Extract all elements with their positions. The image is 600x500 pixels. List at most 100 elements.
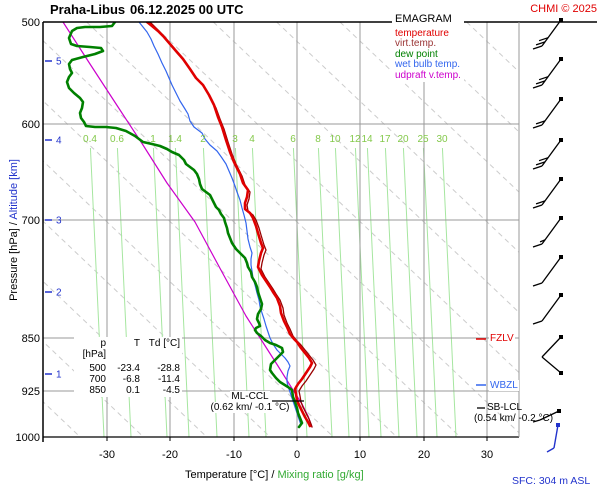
pressure-tick-label-500: 500 (22, 17, 40, 29)
dry-adiabat-line (402, 22, 519, 133)
legend-item-updraft: udpraft v.temp. (395, 69, 461, 81)
pressure-tick-label-925: 925 (22, 386, 40, 398)
mixing-ratio-line (292, 147, 308, 437)
dry-adiabat-line (43, 160, 334, 437)
x-axis-caption: Temperature [°C] / Mixing ratio [g/kg] (185, 469, 364, 481)
mixing-ratio-label-0.6: 0.6 (110, 134, 124, 145)
altitude-tick-label-5: 5 (56, 57, 62, 68)
cell-p-500: 500 (89, 363, 106, 374)
sounding-table-header: p [hPa] T Td [°C] (76, 338, 180, 360)
cell-t-700: -6.8 (122, 374, 140, 385)
copyright-notice: CHMI © 2025 (530, 3, 597, 15)
mixing-ratio-label-4: 4 (249, 134, 255, 145)
dry-adiabat-line (149, 22, 519, 374)
ml-ccl-detail: (0.62 km/ -0.1 °C) (209, 402, 291, 413)
dry-adiabat-line (43, 40, 461, 437)
mixing-ratio-line (202, 147, 218, 437)
y-caption-altitude: Altitude [km] (8, 159, 20, 220)
curve-dew-point (65, 22, 304, 429)
pressure-tick-label-1000: 1000 (16, 432, 40, 444)
altitude-tick-label-3: 3 (56, 216, 62, 227)
wind-barb (541, 335, 563, 375)
mixing-ratio-line (334, 147, 350, 437)
temp-tick-label-20: 20 (418, 449, 430, 461)
mixing-ratio-label-3: 3 (232, 134, 238, 145)
wind-barb (532, 177, 563, 209)
mixing-ratio-line (317, 147, 333, 437)
wind-barb (532, 293, 563, 325)
wind-barb (532, 97, 563, 129)
pressure-tick-label-850: 850 (22, 333, 40, 345)
mixing-ratio-line (422, 147, 438, 437)
mixing-ratio-label-30: 30 (436, 134, 448, 145)
mixing-ratio-label-12: 12 (349, 134, 361, 145)
mixing-ratio-label-14: 14 (361, 134, 373, 145)
wind-barb (532, 216, 563, 248)
mixing-ratio-label-0.4: 0.4 (83, 134, 97, 145)
altitude-tick-label-2: 2 (56, 288, 62, 299)
legend-item-wet-bulb: wet bulb temp. (395, 59, 461, 70)
sb-lcl-detail: (0.54 km/ -0.2 °C) (474, 413, 554, 424)
sb-lcl-label: SB-LCL (487, 402, 523, 413)
mixing-ratio-line (174, 147, 190, 437)
temp-tick-label-30: 30 (481, 449, 493, 461)
curve-temperature (145, 22, 314, 428)
cell-p-850: 850 (89, 385, 106, 396)
mixing-ratio-line (384, 147, 400, 437)
legend-item-temperature: temperature (395, 27, 449, 39)
surface-elevation-label: SFC: 304 m ASL (512, 475, 591, 487)
wind-barb (532, 18, 563, 50)
mixing-ratio-label-8: 8 (315, 134, 321, 145)
mixing-ratio-label-25: 25 (417, 134, 429, 145)
wind-barb (546, 423, 560, 453)
mixing-ratio-line (366, 147, 382, 437)
cell-p-700: 700 (89, 374, 106, 385)
cell-td-850: -4.5 (162, 385, 180, 396)
legend-item-virt-temp: virt.temp. (395, 38, 437, 49)
cell-td-700: -11.4 (157, 374, 180, 385)
x-caption-mixing-ratio: Mixing ratio [g/kg] (277, 469, 364, 481)
x-caption-temperature: Temperature [°C] / (185, 469, 278, 481)
mixing-ratio-label-10: 10 (329, 134, 341, 145)
curve-wet-bulb-temp- (138, 22, 302, 426)
pressure-tick-label-700: 700 (22, 215, 40, 227)
pressure-tick-label-600: 600 (22, 119, 40, 131)
y-axis-caption: Pressure [hPa] / Altitude [km] (8, 159, 20, 301)
wbzl-label: WBZL (489, 380, 519, 391)
dry-adiabat-line (339, 22, 519, 193)
mixing-ratio-line (234, 147, 250, 437)
mixing-ratio-label-20: 20 (397, 134, 409, 145)
mixing-ratio-label-1: 1 (150, 134, 156, 145)
temp-tick-label--10: -10 (226, 449, 242, 461)
temp-tick-label-10: 10 (354, 449, 366, 461)
mixing-ratio-label-1.4: 1.4 (168, 134, 182, 145)
wind-barb (532, 138, 563, 170)
station-name: Praha-Libus (50, 2, 126, 17)
wind-barb (532, 57, 563, 89)
legend: EMAGRAM temperature virt.temp. dew point… (392, 13, 464, 82)
mixing-ratio-line (402, 147, 418, 437)
dry-adiabat-line (212, 22, 519, 314)
wind-barb (532, 255, 563, 287)
ml-ccl-label: ML-CCL (230, 391, 270, 402)
mixing-ratio-line (354, 147, 370, 437)
sounding-table: p [hPa] T Td [°C] 500 -23.4 -28.8 700 -6… (74, 337, 182, 397)
mixing-ratio-line (441, 147, 457, 437)
col-pressure: p [hPa] (82, 338, 106, 360)
altitude-tick-label-4: 4 (56, 136, 62, 147)
cell-t-500: -23.4 (117, 363, 140, 374)
table-row: 850 0.1 -4.5 (76, 385, 180, 396)
dry-adiabat-line (86, 22, 519, 434)
altitude-tick-label-1: 1 (56, 370, 62, 381)
mixing-ratio-label-6: 6 (290, 134, 296, 145)
cell-t-850: 0.1 (126, 385, 140, 396)
mixing-ratio-label-17: 17 (379, 134, 391, 145)
fzlv-label: FZLV (489, 333, 515, 344)
wind-barb (532, 409, 561, 423)
ml-ccl-marker: ML-CCL (0.62 km/ -0.1 °C) (204, 391, 296, 413)
table-row: 700 -6.8 -11.4 (76, 374, 180, 385)
temp-tick-label-0: 0 (294, 449, 300, 461)
mixing-ratio-label-2: 2 (200, 134, 206, 145)
temp-tick-label--30: -30 (99, 449, 115, 461)
